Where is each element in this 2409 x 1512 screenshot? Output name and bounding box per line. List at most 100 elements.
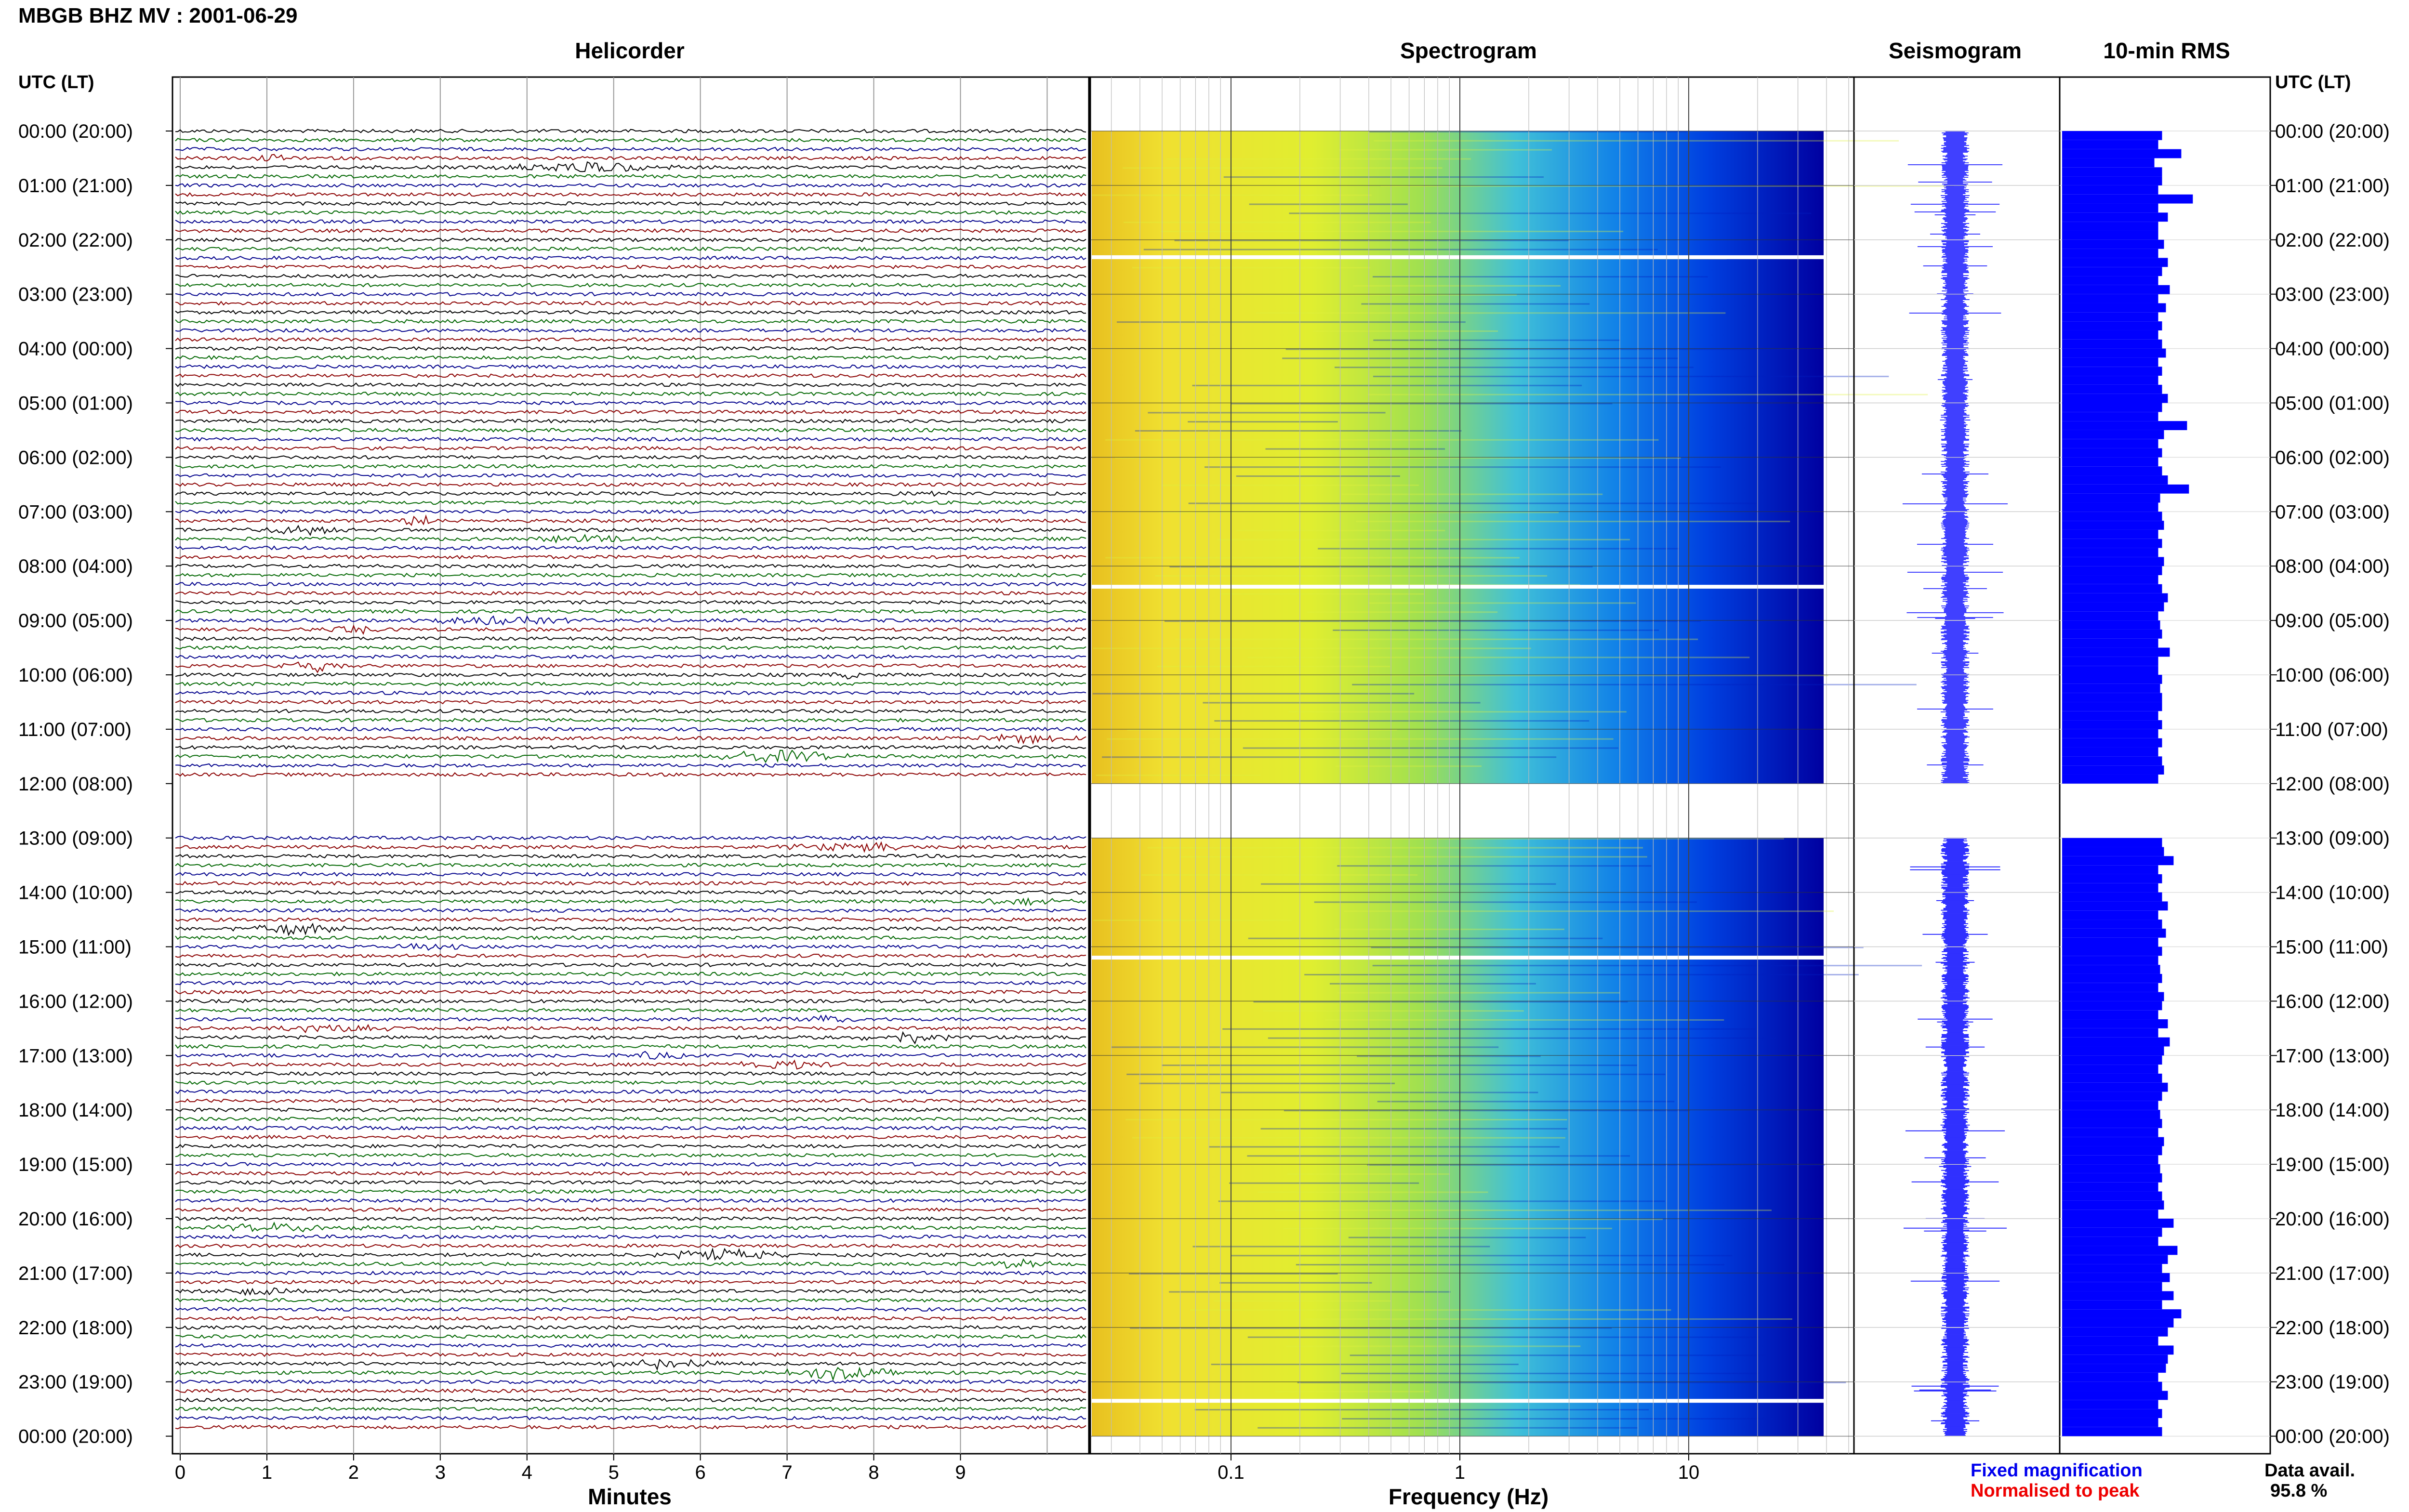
rms-bar — [2062, 611, 2158, 621]
time-tick-label-left: 22:00 (18:00) — [18, 1317, 133, 1339]
spectrogram-stripe — [1203, 702, 1481, 704]
helicorder-trace — [175, 1107, 1086, 1113]
rms-bar — [2062, 149, 2182, 158]
spectrogram-stripe — [1111, 1046, 1499, 1048]
time-tick-label-left: 07:00 (03:00) — [18, 501, 133, 523]
helicorder-trace — [175, 1307, 1086, 1312]
rms-bar — [2062, 1210, 2158, 1219]
data-availability-value: 95.8 % — [2270, 1481, 2328, 1501]
helicorder-x-tick-label: 9 — [955, 1462, 966, 1483]
helicorder-trace — [175, 1117, 1086, 1122]
helicorder-trace — [175, 1008, 1086, 1013]
helicorder-trace — [175, 1424, 1086, 1430]
helicorder-trace — [175, 364, 1086, 369]
helicorder-trace — [175, 624, 1086, 635]
spectrogram-stripe — [1318, 548, 1679, 550]
rms-bar — [2062, 1318, 2174, 1328]
spectrogram-stripe — [1130, 1327, 1612, 1329]
spectrogram-stripe — [1223, 176, 1544, 178]
rms-bar — [2062, 1255, 2168, 1264]
rms-bar — [2062, 666, 2158, 675]
spectrogram-gap-line — [1092, 956, 1824, 960]
rms-bar — [2062, 466, 2162, 476]
rms-bar — [2062, 1273, 2170, 1282]
spectrogram-gap-line — [1092, 255, 1824, 259]
time-tick-label-left: 19:00 (15:00) — [18, 1154, 133, 1175]
helicorder-trace — [175, 246, 1086, 251]
helicorder-x-tick-label: 7 — [781, 1462, 792, 1483]
spectrogram-stripe — [1335, 367, 1694, 368]
rms-bar — [2062, 856, 2174, 866]
rms-bar — [2062, 1101, 2158, 1110]
helicorder-trace — [175, 581, 1086, 587]
rms-bar — [2062, 947, 2162, 956]
spectrogram-stripe — [1092, 693, 1415, 695]
spectrogram-stripe — [1263, 1010, 1524, 1012]
rms-bar — [2062, 1173, 2162, 1183]
helicorder-trace — [175, 1207, 1086, 1212]
helicorder-trace — [175, 835, 1086, 841]
rms-bar — [2062, 357, 2158, 367]
spectrogram-stripe — [1305, 1318, 1792, 1320]
spectrogram-stripe — [1288, 838, 1784, 840]
time-tick-label-right: 15:00 (11:00) — [2275, 937, 2388, 958]
rms-bar — [2062, 421, 2187, 430]
rms-bar — [2062, 1345, 2174, 1355]
spectrogram-stripe — [1160, 230, 1624, 232]
spectrogram-stripe — [1139, 1082, 1395, 1084]
rms-bar — [2062, 1091, 2162, 1101]
spectrogram-stripe — [1248, 937, 1603, 939]
helicorder-trace — [175, 718, 1086, 723]
time-axis-labels: 00:00 (20:00) 00:00 (20:00) 01:00 (21:00) 0… — [18, 121, 2390, 1447]
helicorder-trace — [175, 1098, 1086, 1104]
time-tick-label-right: 14:00 (10:00) — [2275, 882, 2390, 904]
helicorder-trace — [175, 554, 1086, 560]
spectrogram-stripe — [1157, 666, 1390, 668]
helicorder-trace — [175, 841, 1086, 853]
helicorder-trace — [175, 1080, 1086, 1085]
time-tick-label-left: 06:00 (02:00) — [18, 447, 133, 468]
helicorder-trace — [175, 154, 1086, 162]
time-tick-label-left: 05:00 (01:00) — [18, 393, 133, 414]
rms-bar — [2062, 992, 2164, 1001]
spectrogram-stripe — [1337, 992, 1620, 994]
rms-bar — [2062, 1409, 2162, 1418]
helicorder-trace — [175, 1014, 1086, 1023]
rms-bar — [2062, 647, 2170, 657]
rms-bar — [2062, 439, 2158, 448]
legend-fixed-magnification: Fixed magnification — [1971, 1460, 2143, 1481]
helicorder-panel — [172, 76, 1090, 1455]
spectrogram-stripe — [1211, 1364, 1519, 1366]
spectrogram-stripe — [1152, 892, 1330, 894]
time-tick-label-left: 13:00 (09:00) — [18, 828, 133, 849]
helicorder-trace — [175, 917, 1086, 922]
rms-bar — [2062, 684, 2160, 693]
helicorder-trace — [175, 219, 1086, 224]
spectrogram-stripe — [1373, 276, 1708, 278]
helicorder-trace — [175, 1316, 1086, 1321]
spectrogram-title: Spectrogram — [1400, 38, 1537, 63]
spectrogram-stripe — [1324, 1019, 1724, 1021]
helicorder-trace — [175, 545, 1086, 551]
spectrogram-stripe — [1106, 738, 1614, 740]
rms-bar — [2062, 847, 2164, 856]
spectrogram-stripe — [1214, 1300, 1391, 1302]
spectrogram-stripe — [1342, 493, 1603, 495]
helicorder-trace — [175, 1247, 1086, 1261]
rms-bar — [2062, 131, 2162, 140]
helicorder-trace — [175, 749, 1086, 763]
rms-bar — [2062, 1128, 2158, 1137]
spectrogram-stripe — [1342, 1418, 1775, 1420]
spectrogram-stripe — [1116, 321, 1466, 323]
rms-bar — [2062, 1019, 2168, 1028]
spectrogram-stripe — [1329, 983, 1536, 985]
spectrogram-stripe — [1221, 593, 1425, 595]
spectrogram-stripe — [1192, 384, 1582, 386]
rms-bar — [2062, 883, 2158, 893]
helicorder-trace — [175, 534, 1086, 544]
helicorder-trace — [175, 645, 1086, 650]
helicorder-trace — [175, 699, 1086, 705]
spectrogram-stripe — [1367, 394, 1928, 395]
helicorder-trace — [175, 980, 1086, 986]
spectrogram-stripe — [1126, 1073, 1666, 1075]
